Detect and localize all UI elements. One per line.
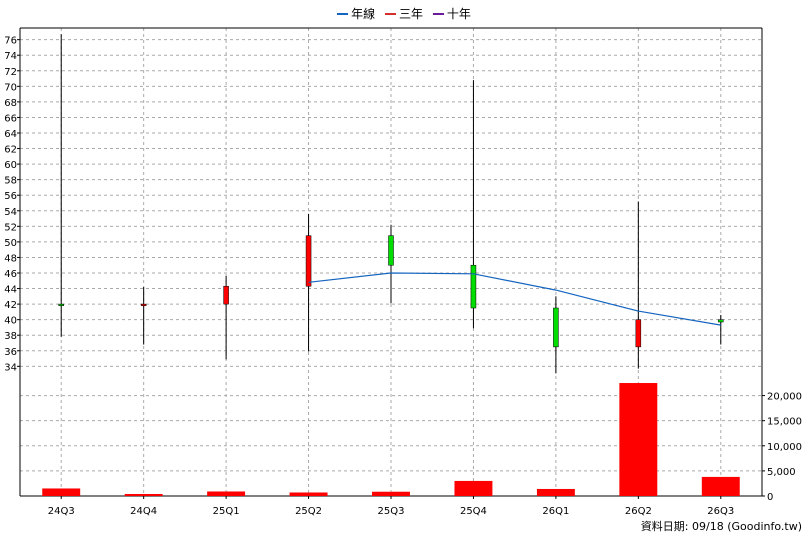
price-tick-label: 50	[4, 238, 17, 249]
price-tick-label: 58	[4, 176, 17, 187]
category-label: 25Q1	[213, 506, 240, 517]
volume-bar	[289, 492, 328, 496]
volume-tick-label: 20,000	[767, 392, 802, 403]
price-tick-label: 60	[4, 160, 17, 171]
price-tick-label: 70	[4, 82, 17, 93]
price-tick-label: 36	[4, 347, 17, 358]
price-tick-label: 68	[4, 98, 17, 109]
candle-body	[718, 319, 724, 323]
candle-body	[470, 264, 477, 309]
candle-body	[58, 303, 64, 306]
category-label: 25Q2	[295, 506, 322, 517]
price-tick-label: 34	[4, 362, 17, 373]
year-line-series	[308, 272, 721, 326]
price-tick-label: 56	[4, 191, 17, 202]
price-tick-label: 62	[4, 145, 17, 156]
candle-body	[140, 303, 147, 306]
price-tick-label: 76	[4, 36, 17, 47]
volume-bar	[372, 491, 410, 496]
legend-item-ten-year: 十年	[432, 5, 471, 22]
price-tick-label: 64	[4, 129, 17, 140]
price-tick-label: 66	[4, 113, 17, 124]
price-tick-label: 48	[4, 253, 17, 264]
legend-swatch-year-line	[337, 12, 349, 15]
volume-bar	[701, 476, 740, 496]
data-date-footer: 資料日期: 09/18 (Goodinfo.tw)	[640, 520, 802, 533]
legend-swatch-three-year	[384, 12, 396, 15]
volume-tick-label: 0	[767, 492, 773, 503]
category-label: 25Q4	[460, 506, 487, 517]
price-tick-label: 42	[4, 300, 17, 311]
category-label: 24Q4	[130, 506, 157, 517]
legend-item-three-year: 三年	[384, 5, 423, 22]
category-label: 26Q1	[542, 506, 569, 517]
candle-body	[305, 235, 312, 287]
volume-tick-label: 15,000	[767, 417, 802, 428]
candle-body	[553, 307, 559, 348]
candle-body	[223, 285, 229, 305]
legend-swatch-ten-year	[432, 12, 444, 15]
volume-bar	[124, 493, 163, 496]
category-label: 26Q3	[707, 506, 734, 517]
legend-item-year-line: 年線	[337, 5, 375, 22]
volume-tick-label: 5,000	[767, 467, 796, 478]
category-label: 24Q3	[48, 506, 75, 517]
price-tick-label: 46	[4, 269, 17, 280]
volume-bar	[454, 480, 493, 496]
price-tick-label: 38	[4, 331, 17, 342]
legend-label-ten-year: 十年	[446, 7, 471, 21]
price-tick-label: 40	[4, 316, 17, 327]
volume-tick-label: 10,000	[767, 442, 802, 453]
price-tick-label: 72	[4, 67, 17, 78]
chart-legend: 年線 三年 十年	[0, 5, 808, 22]
price-tick-label: 54	[4, 207, 17, 218]
volume-bar	[619, 383, 658, 496]
candle-body	[388, 235, 394, 266]
volume-bar	[207, 491, 246, 496]
legend-label-year-line: 年線	[351, 7, 376, 21]
candle-body	[635, 319, 642, 348]
price-tick-label: 52	[4, 222, 17, 233]
category-label: 25Q3	[378, 506, 405, 517]
price-tick-label: 74	[4, 51, 17, 62]
legend-label-three-year: 三年	[398, 7, 423, 21]
price-tick-label: 44	[4, 285, 17, 296]
volume-bar	[536, 488, 575, 496]
category-label: 26Q2	[625, 506, 652, 517]
volume-bar	[42, 488, 81, 496]
